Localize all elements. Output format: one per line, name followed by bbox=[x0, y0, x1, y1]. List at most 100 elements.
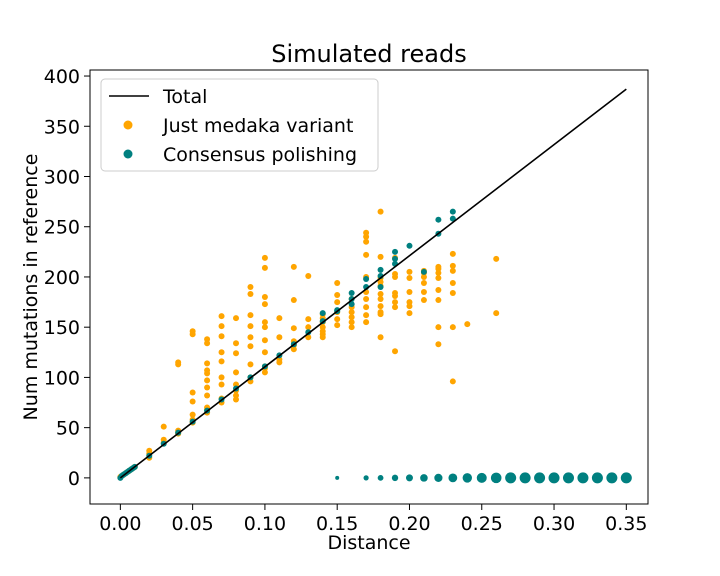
consensus-point bbox=[462, 473, 473, 483]
medaka-point bbox=[363, 251, 370, 258]
medaka-point bbox=[204, 392, 211, 399]
consensus-point bbox=[490, 472, 502, 484]
medaka-point bbox=[189, 389, 196, 396]
medaka-point bbox=[449, 279, 456, 286]
consensus-point bbox=[363, 275, 370, 282]
legend-label: Just medaka variant bbox=[162, 115, 353, 137]
medaka-point bbox=[334, 279, 341, 286]
medaka-point bbox=[305, 324, 312, 331]
medaka-point bbox=[377, 309, 384, 316]
medaka-point bbox=[377, 303, 384, 310]
medaka-point bbox=[204, 377, 211, 384]
medaka-point bbox=[319, 324, 326, 331]
y-axis: 0 50 100 150 200 250 300 350 400 bbox=[44, 66, 90, 490]
medaka-point bbox=[420, 279, 427, 286]
consensus-point bbox=[392, 248, 399, 255]
consensus-point bbox=[377, 284, 384, 290]
consensus-point bbox=[435, 216, 442, 223]
medaka-point bbox=[218, 313, 225, 320]
medaka-point bbox=[377, 208, 384, 215]
consensus-point bbox=[392, 255, 399, 262]
legend-box bbox=[100, 78, 379, 172]
medaka-point bbox=[334, 322, 341, 329]
medaka-point bbox=[247, 291, 254, 298]
medaka-point bbox=[334, 292, 341, 299]
medaka-point bbox=[247, 361, 254, 368]
x-tick-label: 0.05 bbox=[171, 513, 213, 535]
medaka-point bbox=[290, 297, 297, 304]
medaka-point bbox=[348, 319, 355, 326]
medaka-point bbox=[276, 334, 283, 341]
consensus-point bbox=[519, 472, 531, 484]
x-tick-label: 0.00 bbox=[99, 513, 141, 535]
y-axis-label: Num mutations in reference bbox=[20, 154, 42, 421]
medaka-point bbox=[189, 328, 196, 335]
medaka-point bbox=[218, 374, 225, 381]
medaka-point bbox=[218, 381, 225, 388]
medaka-point bbox=[348, 314, 355, 321]
consensus-point bbox=[449, 215, 456, 222]
medaka-point bbox=[435, 324, 442, 331]
medaka-point bbox=[449, 262, 456, 269]
medaka-point bbox=[233, 369, 240, 376]
consensus-point bbox=[420, 268, 427, 275]
medaka-point bbox=[233, 315, 240, 322]
plot-area bbox=[117, 88, 632, 484]
medaka-point bbox=[204, 367, 211, 374]
chart-title: Simulated reads bbox=[271, 40, 466, 68]
medaka-point bbox=[261, 324, 268, 331]
medaka-point bbox=[305, 272, 312, 279]
medaka-point bbox=[276, 315, 283, 322]
x-axis: 0.00 0.05 0.10 0.15 0.20 0.25 0.30 0.35 bbox=[99, 504, 647, 535]
consensus-point bbox=[420, 474, 428, 482]
legend-label: Total bbox=[162, 86, 207, 108]
medaka-point bbox=[334, 316, 341, 323]
medaka-point bbox=[377, 253, 384, 260]
medaka-point bbox=[261, 254, 268, 261]
medaka-point bbox=[305, 316, 312, 323]
legend-dot-marker bbox=[123, 149, 133, 159]
medaka-point bbox=[392, 348, 399, 355]
medaka-point bbox=[406, 274, 413, 281]
medaka-point bbox=[189, 411, 196, 418]
medaka-point bbox=[449, 378, 456, 385]
consensus-point bbox=[449, 208, 456, 215]
medaka-point bbox=[348, 309, 355, 316]
medaka-point bbox=[377, 296, 384, 303]
medaka-point bbox=[392, 304, 399, 311]
legend: Total Just medaka variant Consensus polish… bbox=[100, 78, 379, 172]
medaka-point bbox=[233, 350, 240, 357]
medaka-point bbox=[493, 310, 500, 317]
medaka-point bbox=[175, 359, 182, 366]
medaka-point bbox=[435, 287, 442, 294]
medaka-point bbox=[233, 392, 240, 399]
medaka-point bbox=[420, 289, 427, 296]
medaka-point bbox=[377, 334, 384, 341]
medaka-point bbox=[334, 299, 341, 306]
consensus-point bbox=[448, 473, 458, 483]
consensus-point bbox=[434, 473, 443, 482]
medaka-point bbox=[218, 358, 225, 365]
x-axis-label: Distance bbox=[327, 532, 410, 554]
legend-label: Consensus polishing bbox=[163, 144, 357, 166]
medaka-point bbox=[218, 333, 225, 340]
consensus-point bbox=[577, 472, 589, 484]
medaka-point bbox=[363, 296, 370, 303]
y-tick-label: 350 bbox=[44, 116, 80, 138]
medaka-point bbox=[420, 297, 427, 304]
medaka-point bbox=[218, 323, 225, 330]
medaka-point bbox=[233, 340, 240, 347]
medaka-point bbox=[247, 334, 254, 341]
medaka-point bbox=[204, 360, 211, 367]
x-tick-label: 0.35 bbox=[605, 513, 647, 535]
medaka-point bbox=[449, 267, 456, 274]
medaka-point bbox=[261, 337, 268, 344]
medaka-point bbox=[392, 290, 399, 297]
medaka-point bbox=[363, 319, 370, 326]
total-line bbox=[119, 88, 627, 479]
medaka-point bbox=[204, 336, 211, 343]
consensus-point bbox=[620, 472, 632, 484]
y-tick-label: 100 bbox=[44, 367, 80, 389]
medaka-point bbox=[261, 319, 268, 326]
